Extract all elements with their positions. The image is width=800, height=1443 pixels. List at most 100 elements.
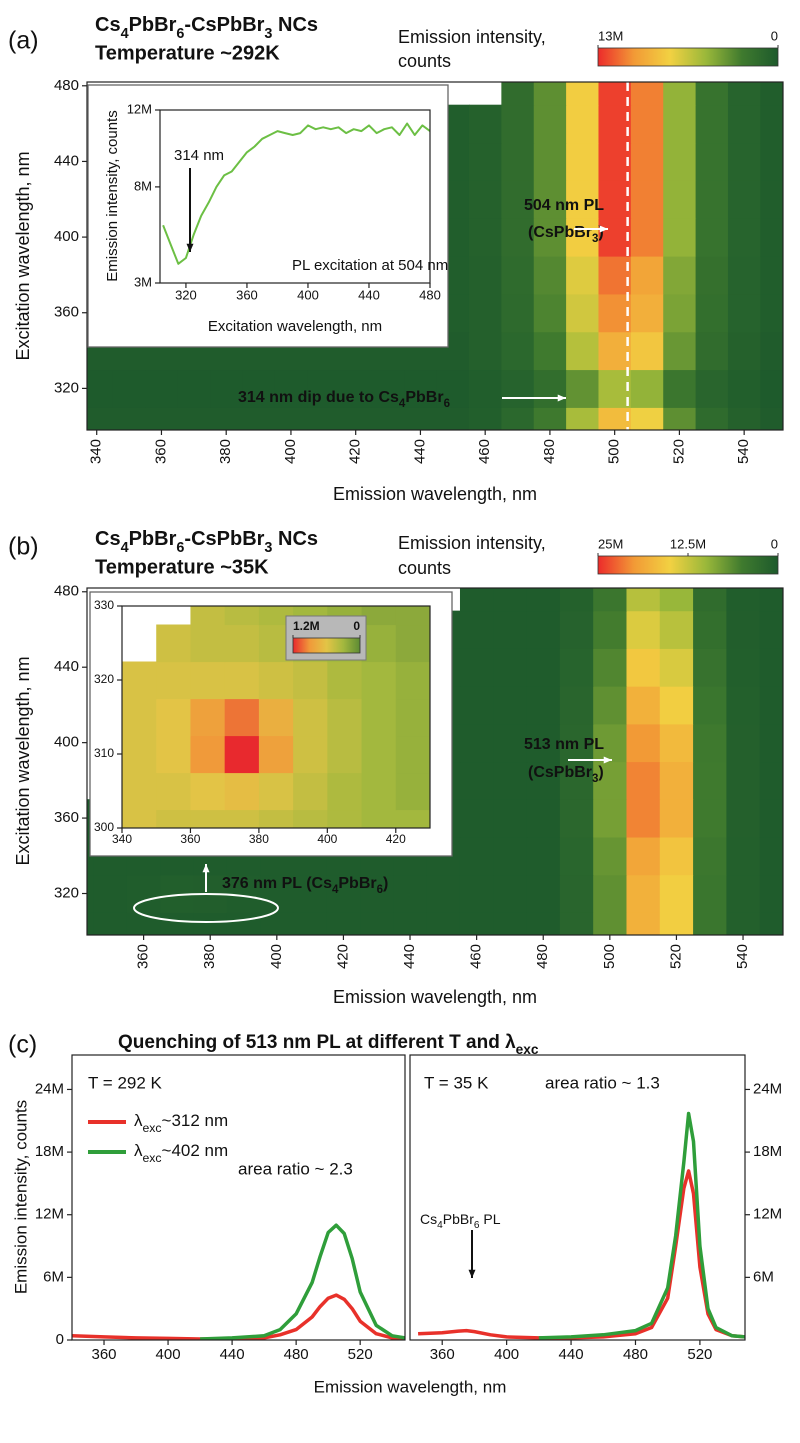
heatmap-cell (759, 912, 783, 935)
heatmap-cell (393, 912, 428, 935)
heatmap-cell (293, 874, 328, 913)
y-tick-label: 24M (753, 1080, 782, 1097)
heatmap-cell (177, 369, 211, 408)
text-part: -CsPbBr (184, 14, 264, 36)
y-tick-label: 18M (35, 1143, 64, 1160)
y-tick-label: 320 (54, 884, 79, 901)
x-tick-label: 400 (268, 944, 285, 969)
heatmap-cell (526, 588, 561, 612)
x-tick-label: 400 (156, 1346, 181, 1363)
heatmap-cell (630, 256, 664, 295)
heatmap-cell (630, 104, 664, 144)
x-tick-label: 360 (152, 439, 169, 464)
y-tick-label: 310 (94, 746, 114, 760)
heatmap-cell (726, 610, 761, 649)
plot-frame (71, 1054, 406, 1341)
heatmap-cell (626, 648, 661, 687)
x-tick-label: 440 (220, 1346, 245, 1363)
annotation: PL excitation at 504 nm (292, 257, 448, 274)
x-tick-label: 440 (358, 287, 380, 302)
heatmap-cell (559, 686, 594, 725)
heatmap-cell (533, 180, 567, 219)
heatmap-cell (327, 661, 363, 700)
heatmap-cell (663, 331, 697, 371)
heatmap-cell (493, 610, 528, 649)
plot-frame (86, 587, 784, 936)
colorbar-tick-label: 0 (353, 619, 360, 633)
heatmap-cell (598, 293, 632, 333)
heatmap-cell (258, 606, 294, 626)
heatmap-cell (122, 698, 157, 737)
text-part: 314 nm dip due to Cs (238, 389, 399, 406)
heatmap-cell (726, 723, 761, 763)
heatmap-cell (468, 142, 502, 181)
x-tick-label: 480 (623, 1346, 648, 1363)
heatmap-cell (395, 809, 430, 828)
heatmap-cell (630, 82, 664, 106)
x-tick-label: 480 (284, 1346, 309, 1363)
series-line (538, 1111, 745, 1340)
heatmap-cell (327, 735, 363, 774)
heatmap-cell (242, 407, 276, 430)
heatmap-cell (190, 624, 226, 663)
heatmap-cell (659, 761, 694, 800)
heatmap-cell (630, 407, 664, 430)
heatmap-cell (493, 874, 528, 913)
heatmap-cell (87, 407, 114, 430)
heatmap-cell (371, 407, 405, 430)
series-line (162, 122, 430, 265)
heatmap-cell (193, 912, 228, 935)
heatmap-cell (566, 104, 600, 144)
chart-subtitle: Temperature ~35K (95, 556, 269, 578)
x-axis-label: Emission wavelength, nm (314, 1377, 507, 1396)
x-axis-label: Emission wavelength, nm (333, 484, 537, 504)
colorbar-tick-label: 0 (771, 536, 778, 551)
x-tick-label: 360 (236, 287, 258, 302)
heatmap-cell (307, 369, 341, 408)
x-tick-label: 540 (734, 944, 751, 969)
heatmap-cell (361, 661, 397, 700)
plot-area (418, 1111, 745, 1340)
plot-area (122, 606, 430, 828)
heatmap-cell (626, 761, 661, 800)
x-tick-label: 400 (282, 439, 299, 464)
heatmap-cell (566, 142, 600, 181)
heatmap-cell (593, 799, 628, 838)
annotation: 314 nm (174, 147, 224, 164)
heatmap-cell (190, 661, 226, 700)
heatmap-cell (87, 836, 95, 876)
heatmap-cell (224, 735, 260, 774)
x-tick-label: 360 (92, 1346, 117, 1363)
x-axis-label: Excitation wavelength, nm (208, 318, 382, 335)
y-tick-label: 3M (134, 274, 152, 289)
heatmap-cell (693, 686, 727, 725)
heatmap-cell (361, 772, 397, 811)
colorbar-tick-label: 25M (598, 536, 623, 551)
heatmap-cell (630, 293, 664, 333)
heatmap-cell (659, 648, 694, 687)
heatmap-cell (659, 912, 694, 935)
heatmap-cell (258, 661, 294, 700)
heatmap-cell (659, 799, 694, 838)
heatmap-cell (436, 369, 470, 408)
subscript: exc (143, 1121, 162, 1135)
heatmap-cell (190, 698, 226, 737)
heatmap-cell (404, 369, 438, 408)
colorbar-label: Emission intensity, (398, 533, 546, 553)
heatmap-cell (145, 369, 179, 408)
colorbar-label: counts (398, 51, 451, 71)
subscript: 3 (592, 233, 598, 245)
heatmap-cell (726, 799, 761, 838)
arrow-head (557, 394, 566, 402)
heatmap-cell (293, 661, 328, 700)
heatmap-cell (760, 331, 783, 371)
heatmap-cell (177, 407, 211, 430)
heatmap-cell (659, 588, 694, 612)
heatmap-cell (360, 912, 394, 935)
heatmap-cell (727, 218, 761, 257)
heatmap-cell (760, 293, 783, 333)
text-part: PbBr (129, 14, 177, 36)
heatmap-cell (501, 331, 535, 371)
heatmap-cell (258, 772, 294, 811)
x-tick-label: 420 (386, 832, 406, 846)
